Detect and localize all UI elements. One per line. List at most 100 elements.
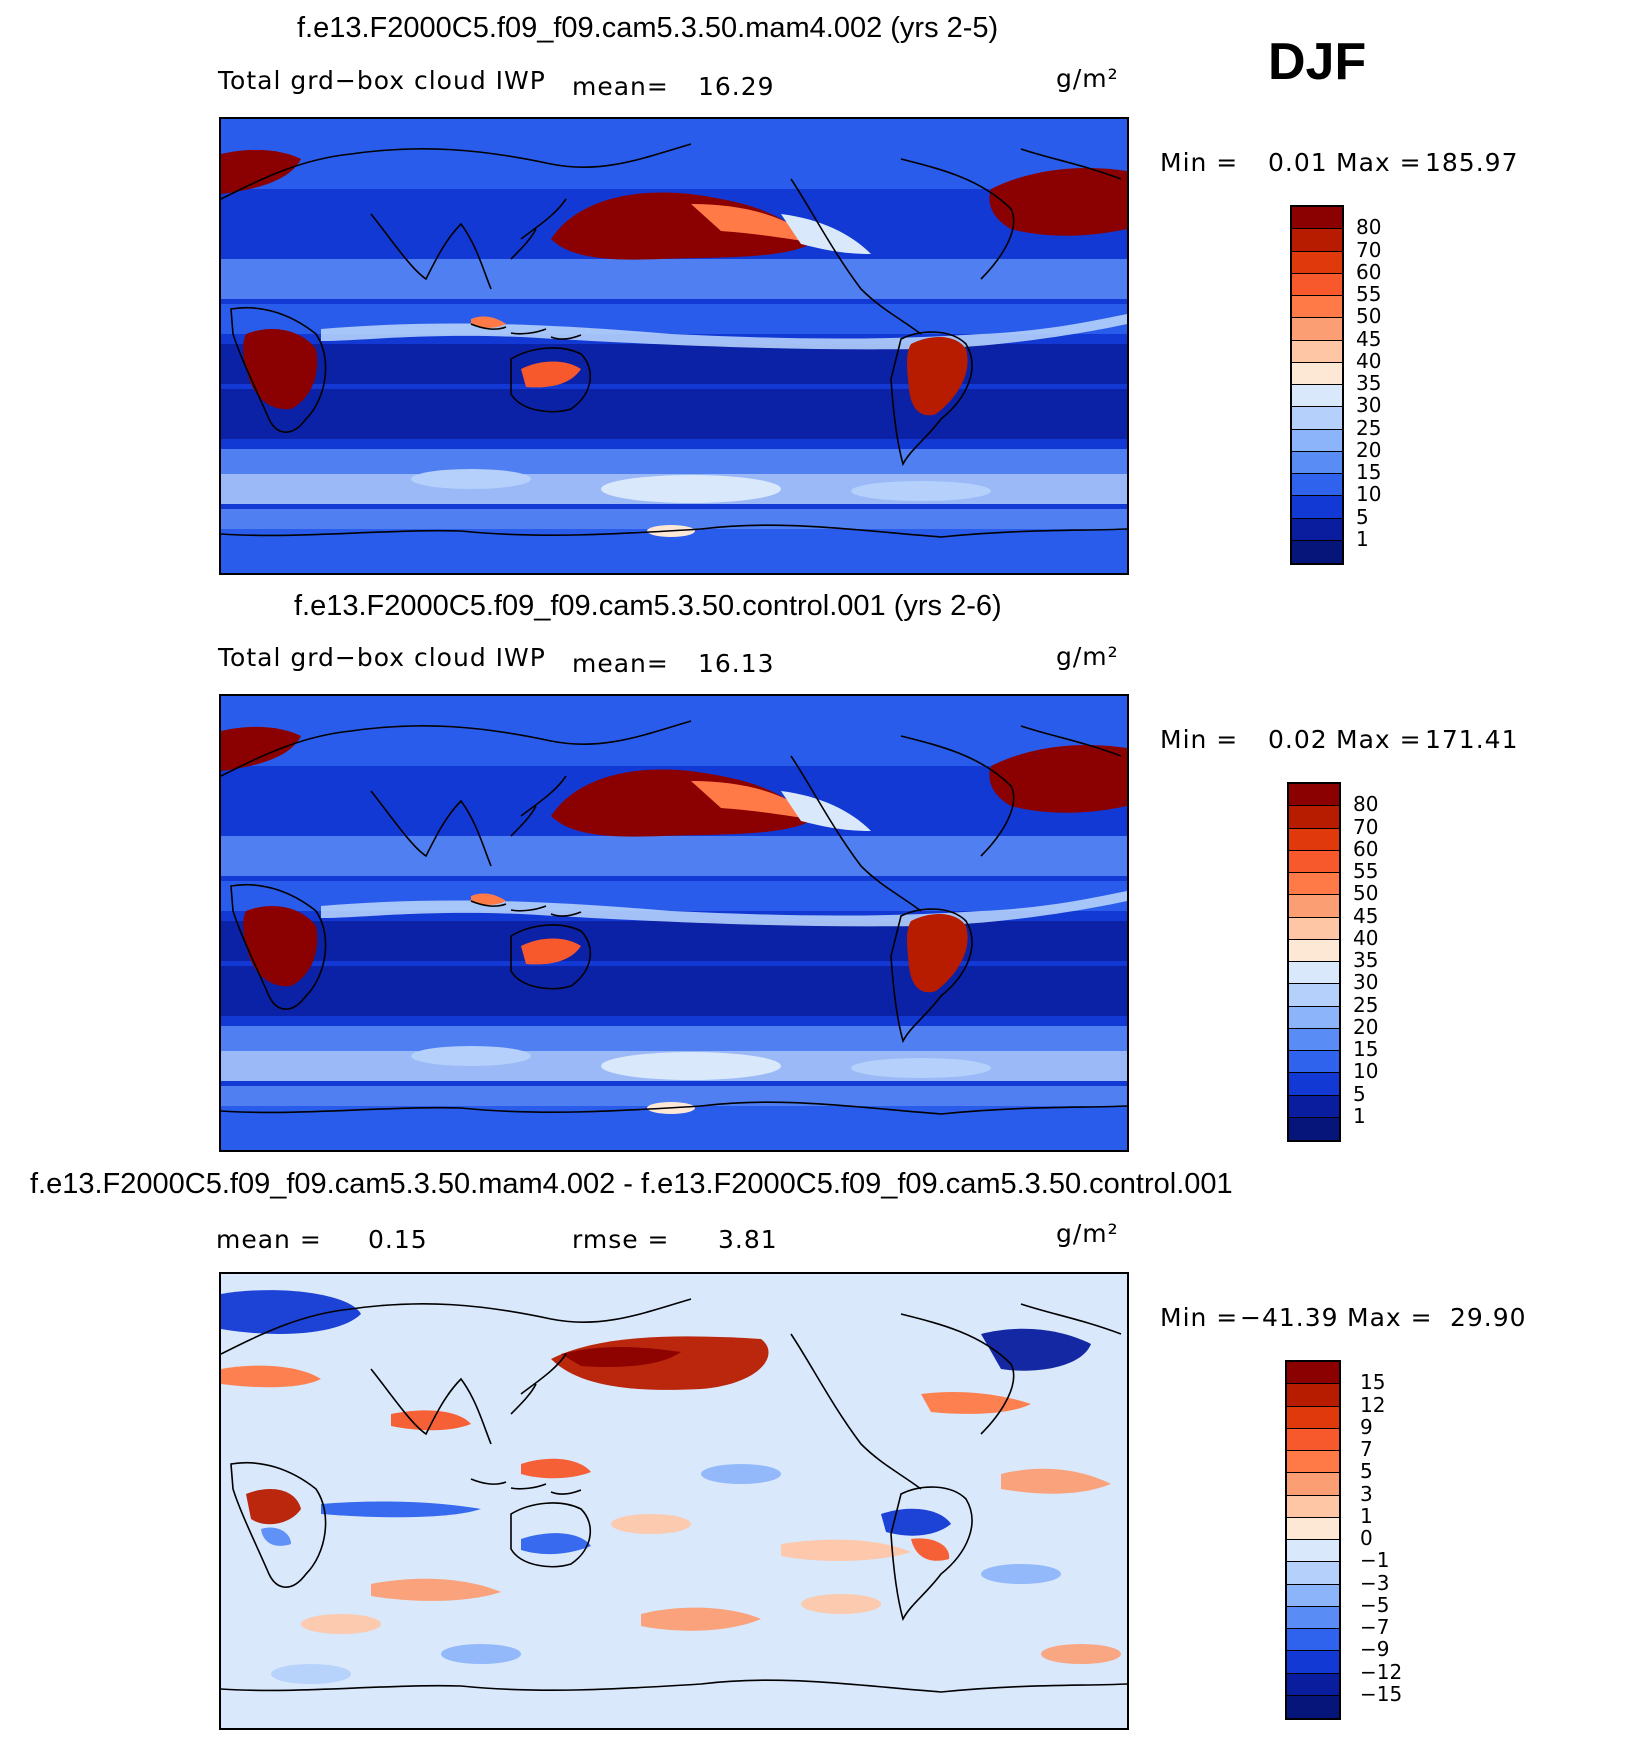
coastline (790, 1333, 922, 1490)
coastline (470, 323, 582, 340)
colorbar-box (1292, 474, 1342, 497)
colorbar-box (1289, 939, 1339, 962)
coastline (230, 1461, 327, 1588)
colorbar-box (1287, 1473, 1339, 1496)
panel1-min-value: 0.01 (1268, 148, 1328, 177)
colorbar-tick-label: −1 (1360, 1548, 1390, 1573)
colorbar-box (1292, 362, 1342, 385)
field-anomaly (781, 1539, 911, 1561)
field-anomaly (921, 1392, 1031, 1414)
field-natl-core (989, 745, 1127, 813)
colorbar-box (1289, 1006, 1339, 1029)
colorbar-box (1287, 1695, 1339, 1718)
colorbar-tick-label: 60 (1353, 836, 1379, 861)
season-label: DJF (1268, 33, 1367, 91)
colorbar-box (1292, 540, 1342, 563)
field-anomaly (321, 1501, 481, 1518)
coastline (900, 725, 1122, 857)
colorbar-box (1287, 1562, 1339, 1585)
coastline (900, 1303, 1122, 1435)
colorbar-box (1287, 1451, 1339, 1474)
colorbar-tick-label: 1 (1353, 1103, 1366, 1128)
colorbar-box (1292, 273, 1342, 296)
field-patch (981, 1564, 1061, 1584)
panel2-title: f.e13.F2000C5.f09_f09.cam5.3.50.control.… (294, 590, 1002, 622)
field-band (221, 836, 1127, 876)
coastline (790, 178, 922, 335)
colorbar-tick-label: 3 (1360, 1481, 1373, 1506)
panel2-max-value: 171.41 (1425, 725, 1519, 754)
coastline (510, 775, 567, 837)
field-australia-core (521, 938, 581, 965)
field-anomaly (391, 1410, 471, 1431)
colorbar-box (1287, 1428, 1339, 1451)
colorbar-box (1292, 207, 1342, 230)
panel1-mean-value: 16.29 (698, 72, 775, 101)
panel3-min-value: −41.39 (1240, 1303, 1339, 1332)
colorbar-tick-label: 0 (1360, 1526, 1373, 1550)
colorbar-box (1292, 251, 1342, 274)
colorbar-tick-label: 45 (1353, 903, 1379, 928)
field-maritime (471, 893, 506, 905)
colorbar-tick-label: 5 (1353, 1081, 1366, 1106)
coastline (510, 1502, 592, 1568)
colorbar-box (1292, 296, 1342, 319)
colorbar-tick-label: −3 (1360, 1570, 1390, 1595)
field-anomaly (911, 1538, 950, 1561)
field-anomaly (561, 1347, 681, 1368)
panel3-mean-value: 0.15 (368, 1225, 428, 1254)
colorbar-box (1289, 962, 1339, 985)
field-australia-core (521, 361, 581, 388)
colorbar-box (1287, 1651, 1339, 1674)
colorbar-box (1292, 496, 1342, 519)
panel1-map-field (221, 119, 1127, 573)
field-patch (411, 469, 531, 489)
panel1-variable: Total grd−box cloud IWP (218, 66, 546, 95)
panel1-max-label: Max = (1336, 148, 1422, 177)
field-samerica-core (907, 337, 968, 416)
colorbar-tick-label: 30 (1353, 970, 1379, 995)
field-patch (801, 1594, 881, 1614)
panel3-rmse-value: 3.81 (718, 1225, 778, 1254)
colorbar-tick-label: 70 (1356, 237, 1382, 262)
panel3-rmse-label: rmse = (572, 1225, 670, 1254)
colorbar-box (1289, 873, 1339, 896)
colorbar-box (1289, 895, 1339, 918)
colorbar-tick-label: 10 (1356, 482, 1382, 507)
colorbar-box (1289, 784, 1339, 807)
colorbar-tick-label: 40 (1353, 925, 1379, 950)
field-patch (1041, 1644, 1121, 1664)
coastline (370, 790, 492, 867)
field-patch (271, 1664, 351, 1684)
colorbar-tick-label: 50 (1353, 881, 1379, 906)
colorbar-tick-label: 5 (1356, 504, 1369, 529)
panel2-map-field (221, 696, 1127, 1150)
colorbar-tick-label: 20 (1356, 437, 1382, 462)
field-band (221, 509, 1127, 529)
panel1-units: g/m² (1056, 64, 1119, 93)
colorbar-box (1289, 1073, 1339, 1096)
panel2-min-value: 0.02 (1268, 725, 1328, 754)
panel3-max-value: 29.90 (1450, 1303, 1527, 1332)
colorbar-box (1287, 1540, 1339, 1563)
colorbar-tick-label: −15 (1360, 1681, 1403, 1706)
colorbar-box (1287, 1384, 1339, 1407)
field-anomaly (246, 1489, 301, 1525)
colorbar-box (1289, 917, 1339, 940)
colorbar-box (1289, 1051, 1339, 1074)
coastline (470, 1478, 582, 1495)
coastline (790, 755, 922, 912)
colorbar-tick-label: 1 (1356, 526, 1369, 551)
panel2-variable: Total grd−box cloud IWP (218, 643, 546, 672)
field-patch (441, 1644, 521, 1664)
colorbar-tick-label: 40 (1356, 348, 1382, 373)
colorbar-box (1289, 806, 1339, 829)
colorbar-tick-label: 70 (1353, 814, 1379, 839)
colorbar-tick-label: 15 (1360, 1370, 1386, 1395)
field-maritime (471, 316, 506, 328)
colorbar-box (1287, 1673, 1339, 1696)
panel2-min-label: Min = (1160, 725, 1239, 754)
colorbar-box (1292, 340, 1342, 363)
field-band (221, 119, 1127, 189)
colorbar-box (1287, 1584, 1339, 1607)
